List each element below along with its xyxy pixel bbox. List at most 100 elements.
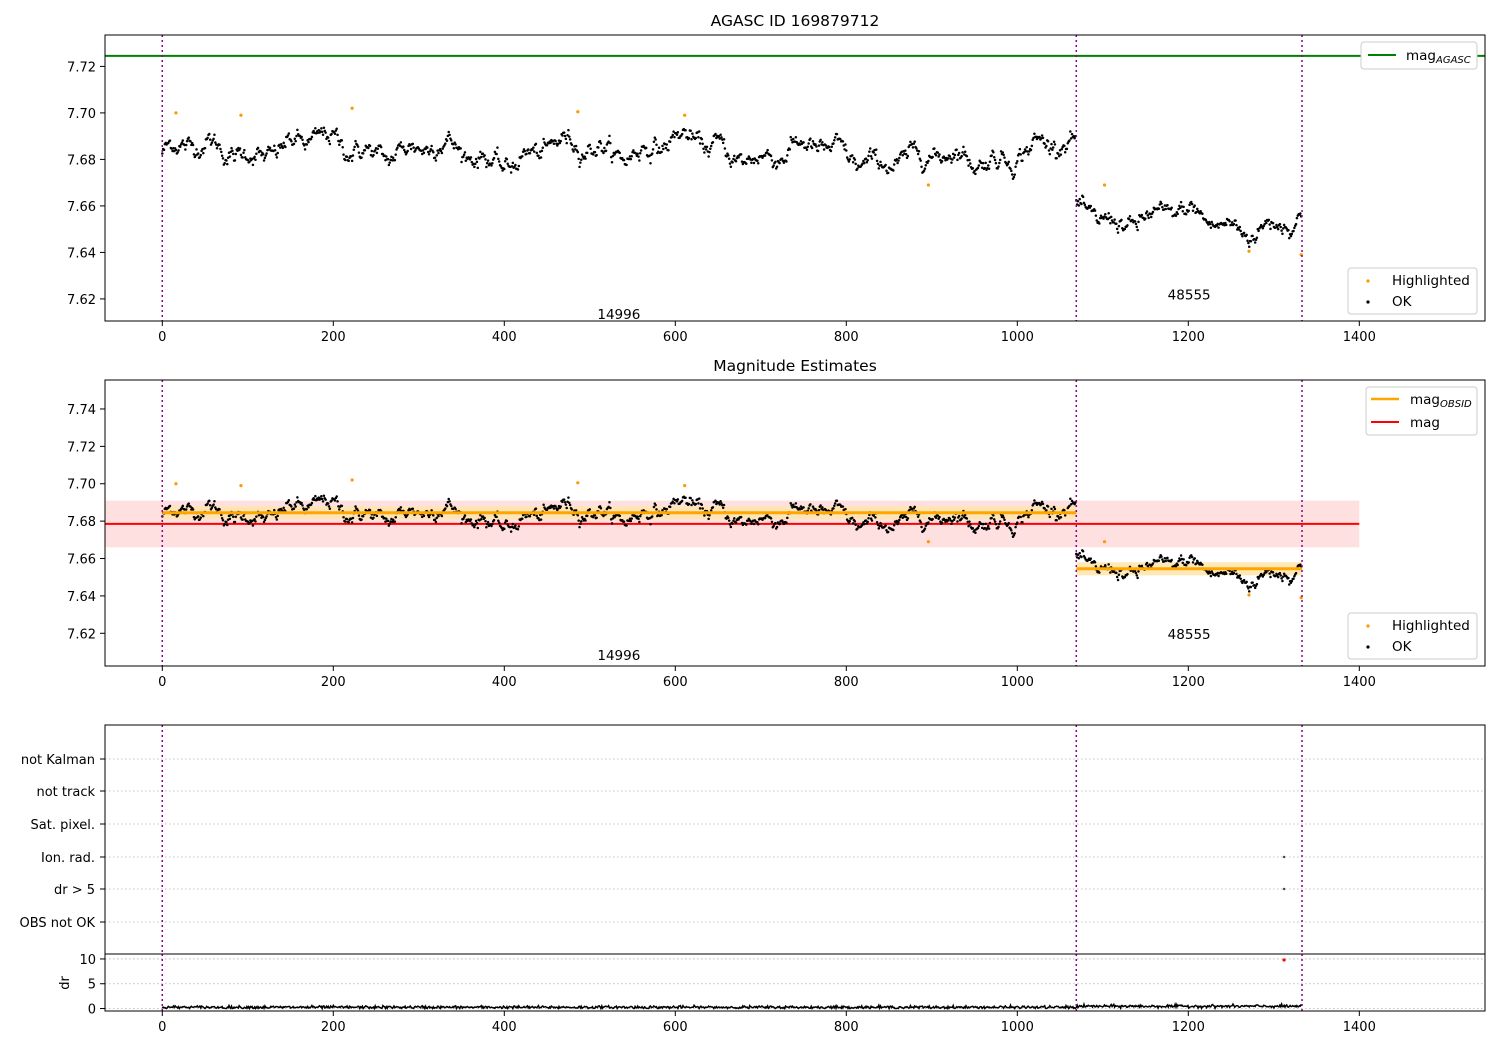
p1-ok-point [839, 137, 842, 141]
p1-ok-point [701, 142, 704, 146]
p1-ok-point [1268, 223, 1271, 226]
p2-ok-point [1059, 516, 1063, 519]
p1-ok-point [203, 146, 207, 150]
p1-ok-point [618, 151, 621, 155]
p1-ok-point [892, 169, 895, 172]
p2-ok-point [481, 515, 485, 518]
p1-ok-point [368, 144, 372, 148]
p1-ok-point [1285, 227, 1288, 230]
p2-xtick-label: 200 [321, 675, 346, 690]
p1-ok-point [723, 147, 727, 150]
p1-ok-point [263, 156, 267, 160]
p1-ok-point [822, 148, 826, 151]
p1-ok-point [1187, 209, 1190, 212]
p1-ok-point [794, 136, 798, 139]
p1-ok-point [923, 167, 927, 170]
p1-ok-point [309, 137, 313, 141]
p1-ok-point [497, 160, 501, 163]
p2-ok-point [968, 520, 971, 523]
p1-ok-point [1279, 225, 1282, 229]
p1-ok-point [584, 157, 587, 160]
p1-ok-point [528, 152, 532, 155]
p1-ok-point [506, 162, 509, 165]
p2-ok-point [752, 522, 756, 526]
p2-ok-point [184, 508, 188, 511]
p2-ok-point [282, 506, 285, 510]
p1-ok-point [253, 155, 256, 159]
p1-ok-point [911, 146, 915, 149]
p2-ok-point [191, 508, 195, 511]
p1-ok-point [1010, 169, 1013, 173]
p2-ok-point [528, 514, 532, 518]
p2-ok-point [542, 503, 545, 507]
p2-ok-point [920, 525, 923, 529]
p1-ok-point [690, 138, 693, 141]
p2-ok-point [335, 495, 338, 498]
p1-ok-point [256, 146, 260, 150]
p1-ok-point [1031, 138, 1034, 142]
p1-ok-point [1164, 207, 1167, 211]
p1-ok-point [357, 151, 361, 154]
p1-ok-point [583, 155, 586, 158]
p1-ok-point [913, 140, 916, 143]
p1-frame [104, 34, 1486, 322]
p2-ok-point [649, 523, 652, 526]
p1-ok-point [775, 165, 779, 168]
p1-ok-point [532, 150, 536, 153]
p1-ok-point [829, 149, 833, 153]
panel-2-axes: 0 200 400 600 800 1000 1200 1400 7.62 7.64 7.66 7.6… [67, 379, 1486, 690]
p4-ytick-label: 0 [88, 1003, 96, 1018]
p1-ok-point [439, 149, 443, 153]
p1-ok-point [231, 149, 234, 152]
p2-ok-point [451, 507, 455, 511]
p2-ok-point [218, 508, 221, 511]
p2-ok-point [399, 506, 403, 509]
p2-ok-point [680, 499, 684, 503]
p2-ok-point [824, 508, 828, 512]
flag-label: dr > 5 [54, 883, 95, 898]
p1-ok-point [475, 160, 479, 164]
p2-ok-point [1182, 558, 1185, 561]
p2-ok-point [906, 517, 910, 520]
p2-ok-point [1027, 515, 1030, 519]
p2-ok-point [293, 503, 297, 506]
p1-ok-point [868, 147, 872, 150]
p2-ok-point [940, 521, 944, 524]
p2-ok-point [485, 526, 488, 529]
p2-ok-point [756, 520, 759, 524]
p1-ok-point [208, 132, 211, 136]
p2-xtick-label: 600 [663, 675, 688, 690]
p2-ok-point [691, 499, 694, 502]
p2-ok-point [210, 506, 214, 510]
p1-ok-point [866, 159, 869, 162]
p2-ok-point [625, 524, 628, 527]
flag-label: Ion. rad. [41, 851, 95, 866]
p1-ok-point [340, 139, 344, 142]
p2-ok-point [357, 514, 361, 517]
p1-ok-point [470, 160, 474, 164]
p1-ok-point [700, 137, 704, 141]
p1-ok-point [452, 147, 456, 150]
p4-xtick-label: 800 [834, 1020, 859, 1035]
p1-ok-point [239, 153, 243, 157]
p2-ok-point [1052, 505, 1056, 509]
p1-ok-point [287, 132, 291, 135]
p2-xtick-label: 0 [158, 675, 166, 690]
p1-ok-point [189, 140, 192, 143]
dr-series-line [161, 1001, 1302, 1011]
p2-ok-point [698, 507, 702, 510]
p1-ok-point [1276, 225, 1279, 229]
p2-ok-point [629, 519, 633, 523]
p1-ok-point [561, 134, 564, 137]
p1-ok-point [526, 148, 530, 151]
p1-ok-point [770, 159, 774, 162]
p2-ok-point [833, 504, 836, 507]
p1-ok-point [931, 155, 934, 159]
p2-ok-point [440, 514, 444, 518]
p1-ok-point [225, 159, 228, 162]
p1-ok-point [233, 159, 237, 162]
p1-ok-point [786, 154, 789, 157]
p2-ok-point [841, 505, 845, 508]
p1-ok-point [385, 155, 388, 158]
p2-ok-point [447, 497, 450, 501]
